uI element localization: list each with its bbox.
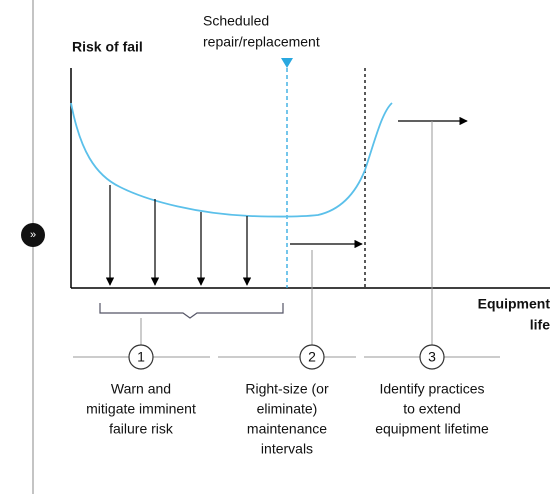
- x-axis-label: Equipment: [478, 296, 551, 312]
- step-text: equipment lifetime: [375, 421, 489, 437]
- step-text: Right-size (or: [245, 381, 329, 397]
- step-circle: [299, 344, 325, 370]
- callout: Scheduled: [203, 13, 269, 29]
- arrows: [105, 116, 468, 286]
- step-text: Warn and: [111, 381, 171, 397]
- step-circle: [419, 344, 445, 370]
- step-text: eliminate): [257, 401, 318, 417]
- y-axis-label: Risk of fail: [72, 39, 143, 55]
- risk-curve: [70, 102, 393, 218]
- bracket: [99, 303, 284, 319]
- step-number: 2: [308, 349, 316, 365]
- step-text: maintenance: [247, 421, 327, 437]
- x-axis-label: life: [530, 317, 550, 333]
- step-text: to extend: [403, 401, 461, 417]
- step-number: 3: [428, 349, 436, 365]
- step-number: 1: [137, 349, 145, 365]
- marker-triangle: [281, 58, 293, 68]
- step-text: intervals: [261, 441, 313, 457]
- step-text: mitigate imminent: [86, 401, 196, 417]
- callout: repair/replacement: [203, 34, 320, 50]
- step-text: Identify practices: [379, 381, 484, 397]
- step-circle: [128, 344, 154, 370]
- expand-icon: »: [30, 229, 36, 241]
- step-text: failure risk: [109, 421, 174, 437]
- expand-button[interactable]: [21, 223, 45, 247]
